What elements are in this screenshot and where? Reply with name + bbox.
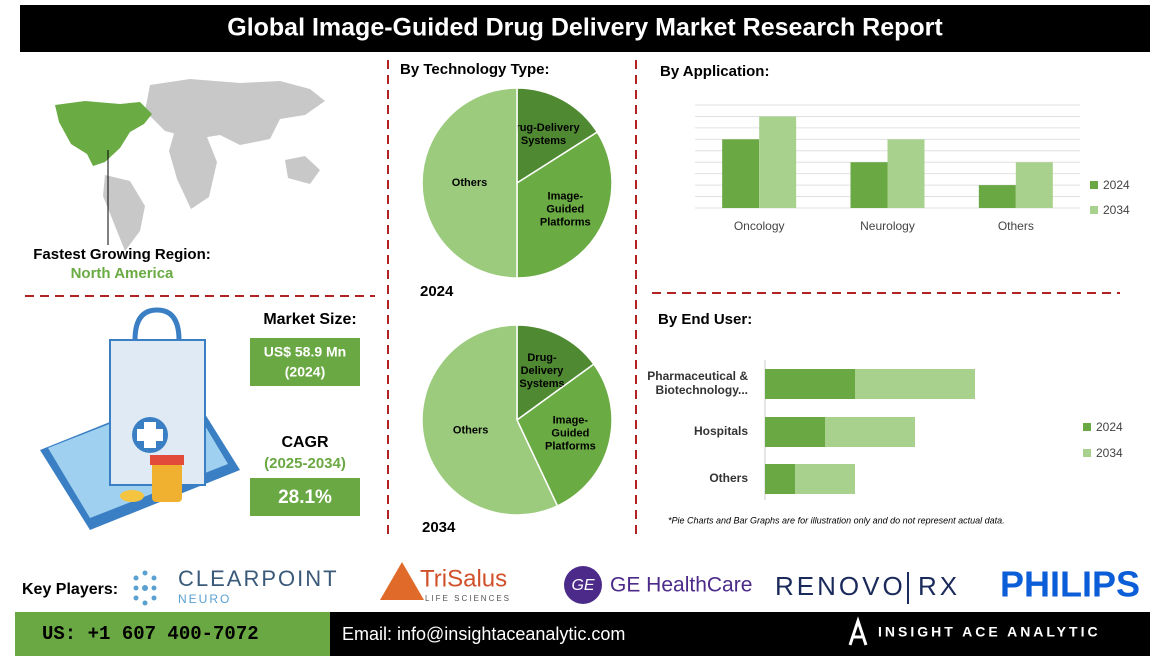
region-label: Fastest Growing Region:	[33, 246, 211, 263]
label: Others	[452, 177, 487, 189]
bar	[978, 185, 1016, 208]
label: Drug-	[527, 352, 557, 364]
illustration	[40, 307, 240, 530]
cagr: 28.1%	[278, 487, 332, 508]
legend-label: 2024	[1096, 420, 1123, 434]
footer-phone-bar	[15, 612, 330, 656]
pie-year: 2024	[420, 283, 454, 300]
label: Drug-Delivery	[507, 122, 580, 134]
title-bar	[20, 5, 1150, 52]
label: Systems	[521, 135, 566, 147]
trisalus-icon	[380, 562, 424, 600]
north-america	[55, 101, 152, 166]
ge-icon	[564, 566, 602, 604]
key-players-label: Key Players:	[22, 581, 118, 598]
player-logo: PHILIPS	[1000, 564, 1140, 605]
bar	[887, 139, 925, 208]
pie-slice	[516, 87, 599, 185]
phone: US: +1 607 400-7072	[42, 623, 259, 645]
market-size-year: (2024)	[285, 364, 325, 380]
cagr-label: CAGR	[281, 434, 329, 451]
x-tick-label: Others	[998, 219, 1034, 233]
legend-label: 2034	[1103, 203, 1130, 217]
bar	[765, 464, 795, 494]
chart-title: By End User:	[658, 311, 752, 328]
title: Global Image-Guided Drug Delivery Market…	[227, 14, 943, 42]
player-logo: TriSalus	[420, 565, 507, 592]
email: Email: info@insightaceanalytic.com	[342, 624, 625, 644]
label: Image-	[548, 190, 584, 202]
brand-icon	[848, 616, 868, 646]
player-logo: RX	[918, 571, 960, 601]
cagr-period: (2025-2034)	[264, 455, 346, 472]
pie-slice	[516, 131, 613, 279]
label: Biotechnology...	[656, 383, 748, 397]
label: Others	[709, 471, 748, 485]
bar	[759, 116, 797, 208]
legend-swatch	[1090, 181, 1098, 189]
label: Platforms	[540, 216, 591, 228]
footer-bar	[330, 612, 1150, 656]
bar	[765, 417, 825, 447]
label: Others	[453, 424, 488, 436]
bar	[1015, 162, 1053, 208]
world-map	[103, 79, 325, 251]
legend-swatch	[1083, 449, 1091, 457]
clearpoint-dots	[133, 570, 157, 606]
label: Platforms	[545, 441, 596, 453]
player-logo: LIFE SCIENCES	[425, 594, 511, 603]
x-tick-label: Oncology	[734, 219, 785, 233]
bar	[722, 139, 760, 208]
pie-slice	[421, 324, 559, 516]
cagr-box	[250, 478, 360, 516]
pie-slice	[516, 324, 595, 422]
bar	[795, 464, 855, 494]
player-logo: NEURO	[178, 592, 231, 606]
brand: INSIGHT ACE ANALYTIC	[878, 624, 1101, 640]
label: Guided	[546, 203, 584, 215]
label: Hospitals	[694, 424, 748, 438]
market-size-label: Market Size:	[263, 311, 356, 328]
pie-year: 2034	[422, 519, 456, 536]
chart-title: By Application:	[660, 63, 769, 80]
chart-title: By Technology Type:	[400, 61, 549, 78]
x-tick-label: Neurology	[860, 219, 915, 233]
legend-swatch	[1090, 206, 1098, 214]
player-logo: GE HealthCare	[610, 574, 752, 597]
label: Delivery	[521, 365, 565, 377]
pie-slice	[516, 363, 613, 507]
label: Image-	[553, 415, 589, 427]
label: Systems	[519, 378, 564, 390]
pie-slice	[421, 87, 518, 279]
ge-mark: GE	[571, 577, 594, 594]
market-size-box	[250, 338, 360, 386]
bar	[850, 162, 888, 208]
bar	[855, 369, 975, 399]
player-logo: RENOVO	[775, 571, 906, 601]
bar	[765, 369, 855, 399]
label: Pharmaceutical &	[647, 369, 748, 383]
label: Guided	[551, 428, 589, 440]
region: North America	[71, 265, 174, 282]
legend-swatch	[1083, 423, 1091, 431]
legend-label: 2024	[1103, 178, 1130, 192]
legend-label: 2034	[1096, 446, 1123, 460]
player-logo: CLEARPOINT	[178, 566, 339, 591]
market-size: US$ 58.9 Mn	[264, 344, 346, 360]
bar	[825, 417, 915, 447]
note: *Pie Charts and Bar Graphs are for illus…	[668, 515, 1005, 525]
